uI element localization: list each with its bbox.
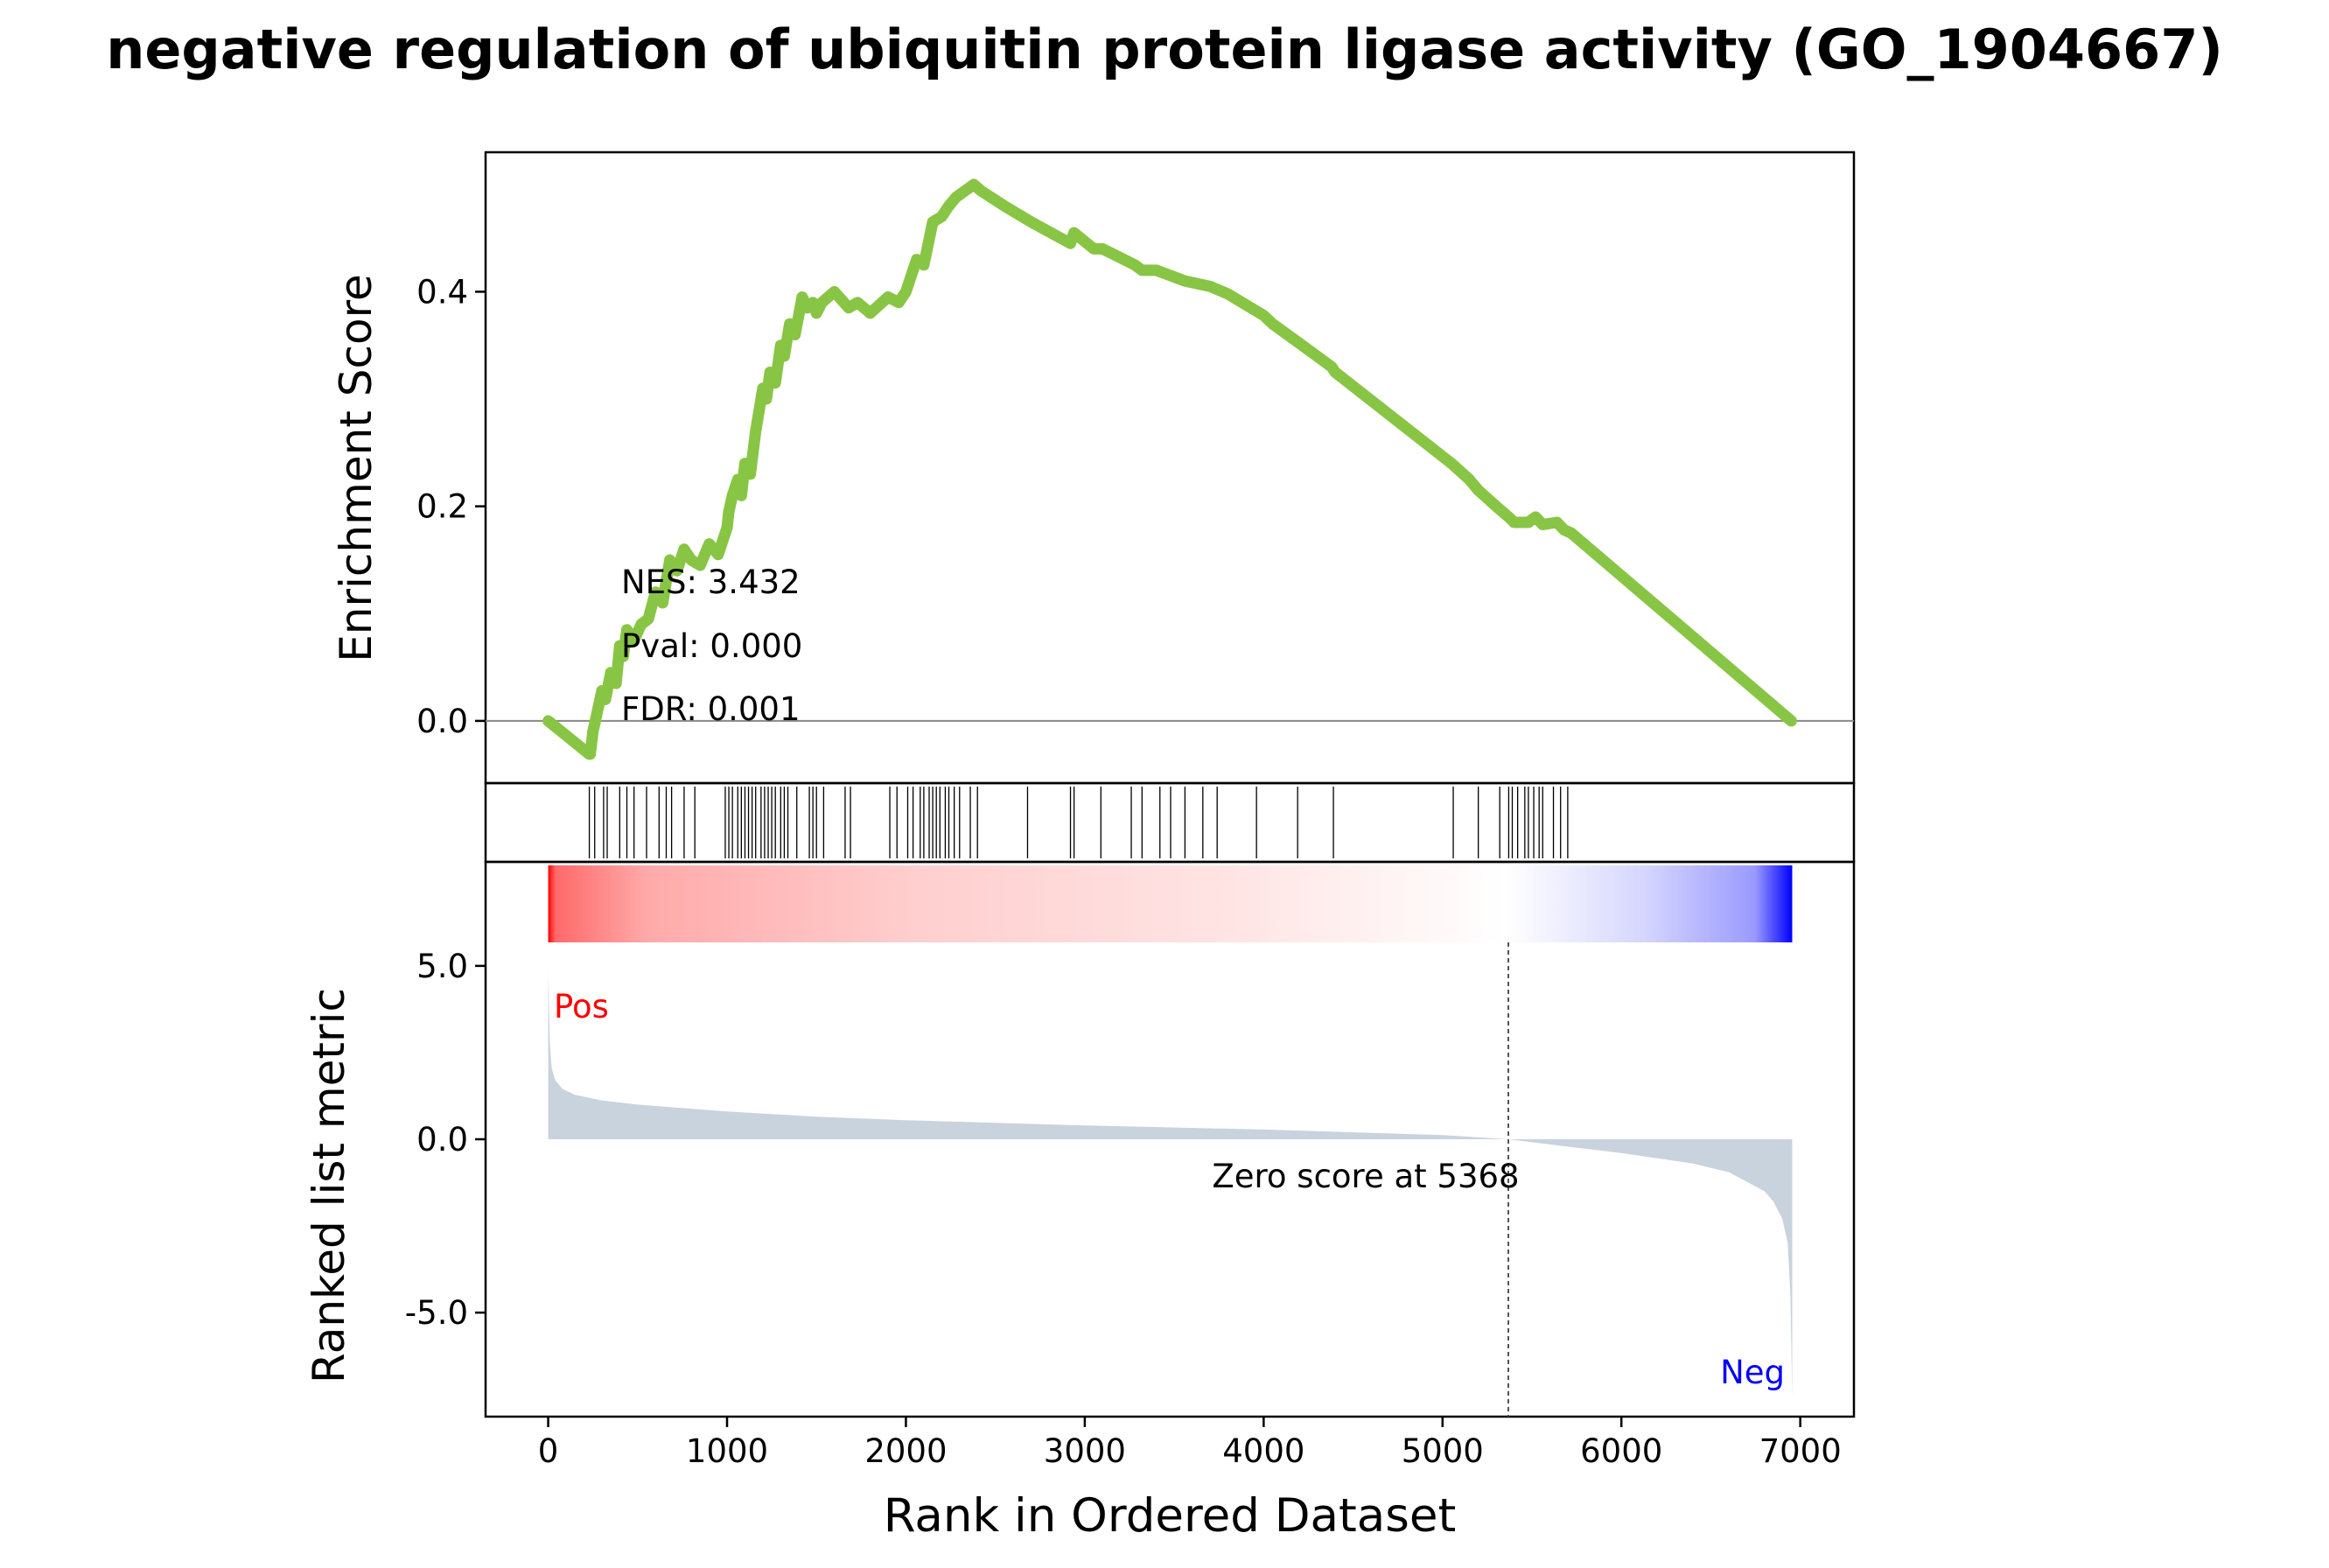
enrichment-score-line	[542, 178, 1797, 760]
ranked-y-tick-label: 0.0	[416, 1121, 468, 1158]
nes-stat: NES: 3.432	[621, 564, 801, 601]
x-tick-label: 0	[538, 1432, 559, 1470]
ranked-y-tick-label: -5.0	[405, 1294, 468, 1332]
es-y-tick-label: 0.2	[416, 488, 468, 526]
pos-label: Pos	[554, 988, 609, 1026]
fdr-stat: FDR: 0.001	[621, 690, 801, 728]
pval-stat: Pval: 0.000	[621, 627, 802, 665]
x-axis-label: Rank in Ordered Dataset	[884, 1489, 1457, 1543]
ranked-y-axis-label: Ranked list metric	[304, 988, 354, 1383]
x-axis: 0 1000 2000 3000 4000 5000 6000 7000	[538, 1417, 1842, 1470]
ranked-y-axis: 5.0 0.0 -5.0	[405, 948, 486, 1332]
ranked-y-tick-label: 5.0	[416, 948, 468, 985]
chart-title: negative regulation of ubiquitin protein…	[106, 18, 2223, 81]
es-y-axis: 0.0 0.2 0.4	[416, 273, 486, 740]
gene-hit-markers	[588, 787, 1569, 858]
x-tick-label: 3000	[1044, 1432, 1126, 1470]
rank-color-bar	[548, 865, 1793, 942]
x-tick-label: 5000	[1402, 1432, 1484, 1470]
neg-label: Neg	[1720, 1354, 1785, 1391]
x-tick-label: 4000	[1222, 1432, 1304, 1470]
x-tick-label: 7000	[1759, 1432, 1842, 1470]
zero-score-label: Zero score at 5368	[1212, 1158, 1519, 1195]
es-y-tick-label: 0.4	[416, 273, 468, 311]
x-tick-label: 6000	[1580, 1432, 1662, 1470]
es-y-axis-label: Enrichment Score	[331, 274, 381, 662]
x-tick-label: 2000	[864, 1432, 947, 1470]
x-tick-label: 1000	[686, 1432, 768, 1470]
es-y-tick-label: 0.0	[416, 703, 468, 740]
